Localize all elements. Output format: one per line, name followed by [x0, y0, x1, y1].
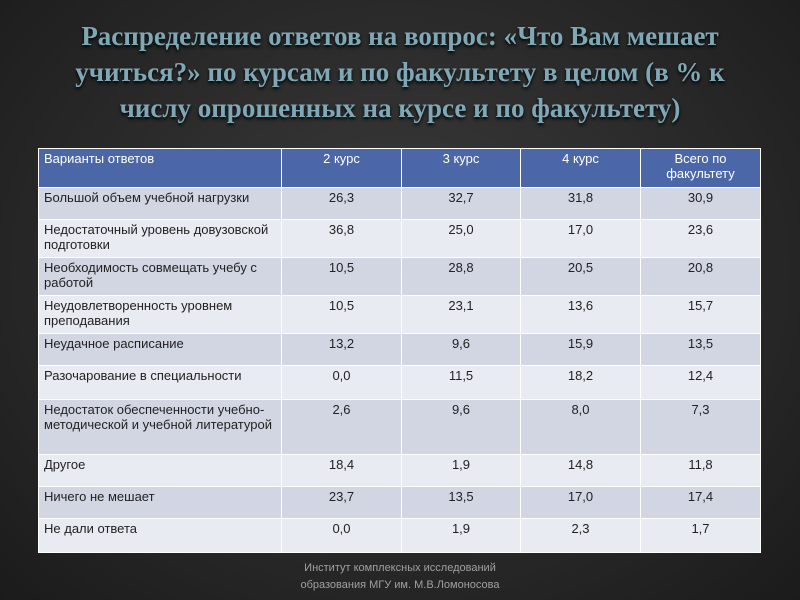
table-row: Неудовлетворенность уровнем преподавания…	[38, 295, 761, 334]
table-row: Необходимость совмещать учебу с работой …	[38, 257, 761, 296]
cell-value: 11,5	[401, 365, 521, 400]
row-label: Неудачное расписание	[38, 333, 282, 366]
cell-value: 11,8	[640, 454, 761, 487]
row-label: Не дали ответа	[38, 518, 282, 553]
table-row: Ничего не мешает 23,7 13,5 17,0 17,4	[38, 486, 761, 519]
header-course-4: 4 курс	[520, 148, 641, 188]
cell-value: 12,4	[640, 365, 761, 400]
cell-value: 15,7	[640, 295, 761, 334]
cell-value: 28,8	[401, 257, 521, 296]
cell-value: 1,7	[640, 518, 761, 553]
table-row: Недостаточный уровень довузовской подгот…	[38, 219, 761, 258]
header-course-3: 3 курс	[401, 148, 521, 188]
header-course-2: 2 курс	[281, 148, 402, 188]
row-label: Большой объем учебной нагрузки	[38, 187, 282, 220]
cell-value: 0,0	[281, 365, 402, 400]
table-row: Недостаток обеспеченности учебно-методич…	[38, 399, 761, 455]
cell-value: 8,0	[520, 399, 641, 455]
row-label: Недостаточный уровень довузовской подгот…	[38, 219, 282, 258]
cell-value: 15,9	[520, 333, 641, 366]
row-label: Неудовлетворенность уровнем преподавания	[38, 295, 282, 334]
cell-value: 2,6	[281, 399, 402, 455]
cell-value: 1,9	[401, 518, 521, 553]
cell-value: 2,3	[520, 518, 641, 553]
row-label: Разочарование в специальности	[38, 365, 282, 400]
row-label: Другое	[38, 454, 282, 487]
cell-value: 25,0	[401, 219, 521, 258]
cell-value: 1,9	[401, 454, 521, 487]
cell-value: 20,8	[640, 257, 761, 296]
cell-value: 20,5	[520, 257, 641, 296]
table-row: Большой объем учебной нагрузки 26,3 32,7…	[38, 187, 761, 220]
footer-institution: Институт комплексных исследований образо…	[250, 560, 550, 594]
responses-table: Варианты ответов 2 курс 3 курс 4 курс Вс…	[38, 148, 761, 553]
table-row: Не дали ответа 0,0 1,9 2,3 1,7	[38, 518, 761, 553]
table-row: Другое 18,4 1,9 14,8 11,8	[38, 454, 761, 487]
cell-value: 13,5	[640, 333, 761, 366]
table-header-row: Варианты ответов 2 курс 3 курс 4 курс Вс…	[38, 148, 761, 188]
cell-value: 9,6	[401, 399, 521, 455]
cell-value: 23,7	[281, 486, 402, 519]
cell-value: 13,6	[520, 295, 641, 334]
cell-value: 36,8	[281, 219, 402, 258]
cell-value: 18,4	[281, 454, 402, 487]
row-label: Необходимость совмещать учебу с работой	[38, 257, 282, 296]
cell-value: 17,0	[520, 486, 641, 519]
cell-value: 17,4	[640, 486, 761, 519]
cell-value: 26,3	[281, 187, 402, 220]
cell-value: 0,0	[281, 518, 402, 553]
cell-value: 32,7	[401, 187, 521, 220]
cell-value: 23,6	[640, 219, 761, 258]
footer-line-1: Институт комплексных исследований	[304, 562, 496, 574]
cell-value: 30,9	[640, 187, 761, 220]
cell-value: 18,2	[520, 365, 641, 400]
cell-value: 7,3	[640, 399, 761, 455]
cell-value: 13,2	[281, 333, 402, 366]
slide-title: Распределение ответов на вопрос: «Что Ва…	[75, 21, 725, 123]
cell-value: 10,5	[281, 295, 402, 334]
cell-value: 9,6	[401, 333, 521, 366]
cell-value: 13,5	[401, 486, 521, 519]
header-answers: Варианты ответов	[38, 148, 282, 188]
cell-value: 10,5	[281, 257, 402, 296]
cell-value: 14,8	[520, 454, 641, 487]
row-label: Ничего не мешает	[38, 486, 282, 519]
cell-value: 23,1	[401, 295, 521, 334]
cell-value: 31,8	[520, 187, 641, 220]
table-row: Неудачное расписание 13,2 9,6 15,9 13,5	[38, 333, 761, 366]
cell-value: 17,0	[520, 219, 641, 258]
table-row: Разочарование в специальности 0,0 11,5 1…	[38, 365, 761, 400]
footer-line-2: образования МГУ им. М.В.Ломоносова	[300, 579, 500, 591]
row-label: Недостаток обеспеченности учебно-методич…	[38, 399, 282, 455]
header-total: Всего по факультету	[640, 148, 761, 188]
